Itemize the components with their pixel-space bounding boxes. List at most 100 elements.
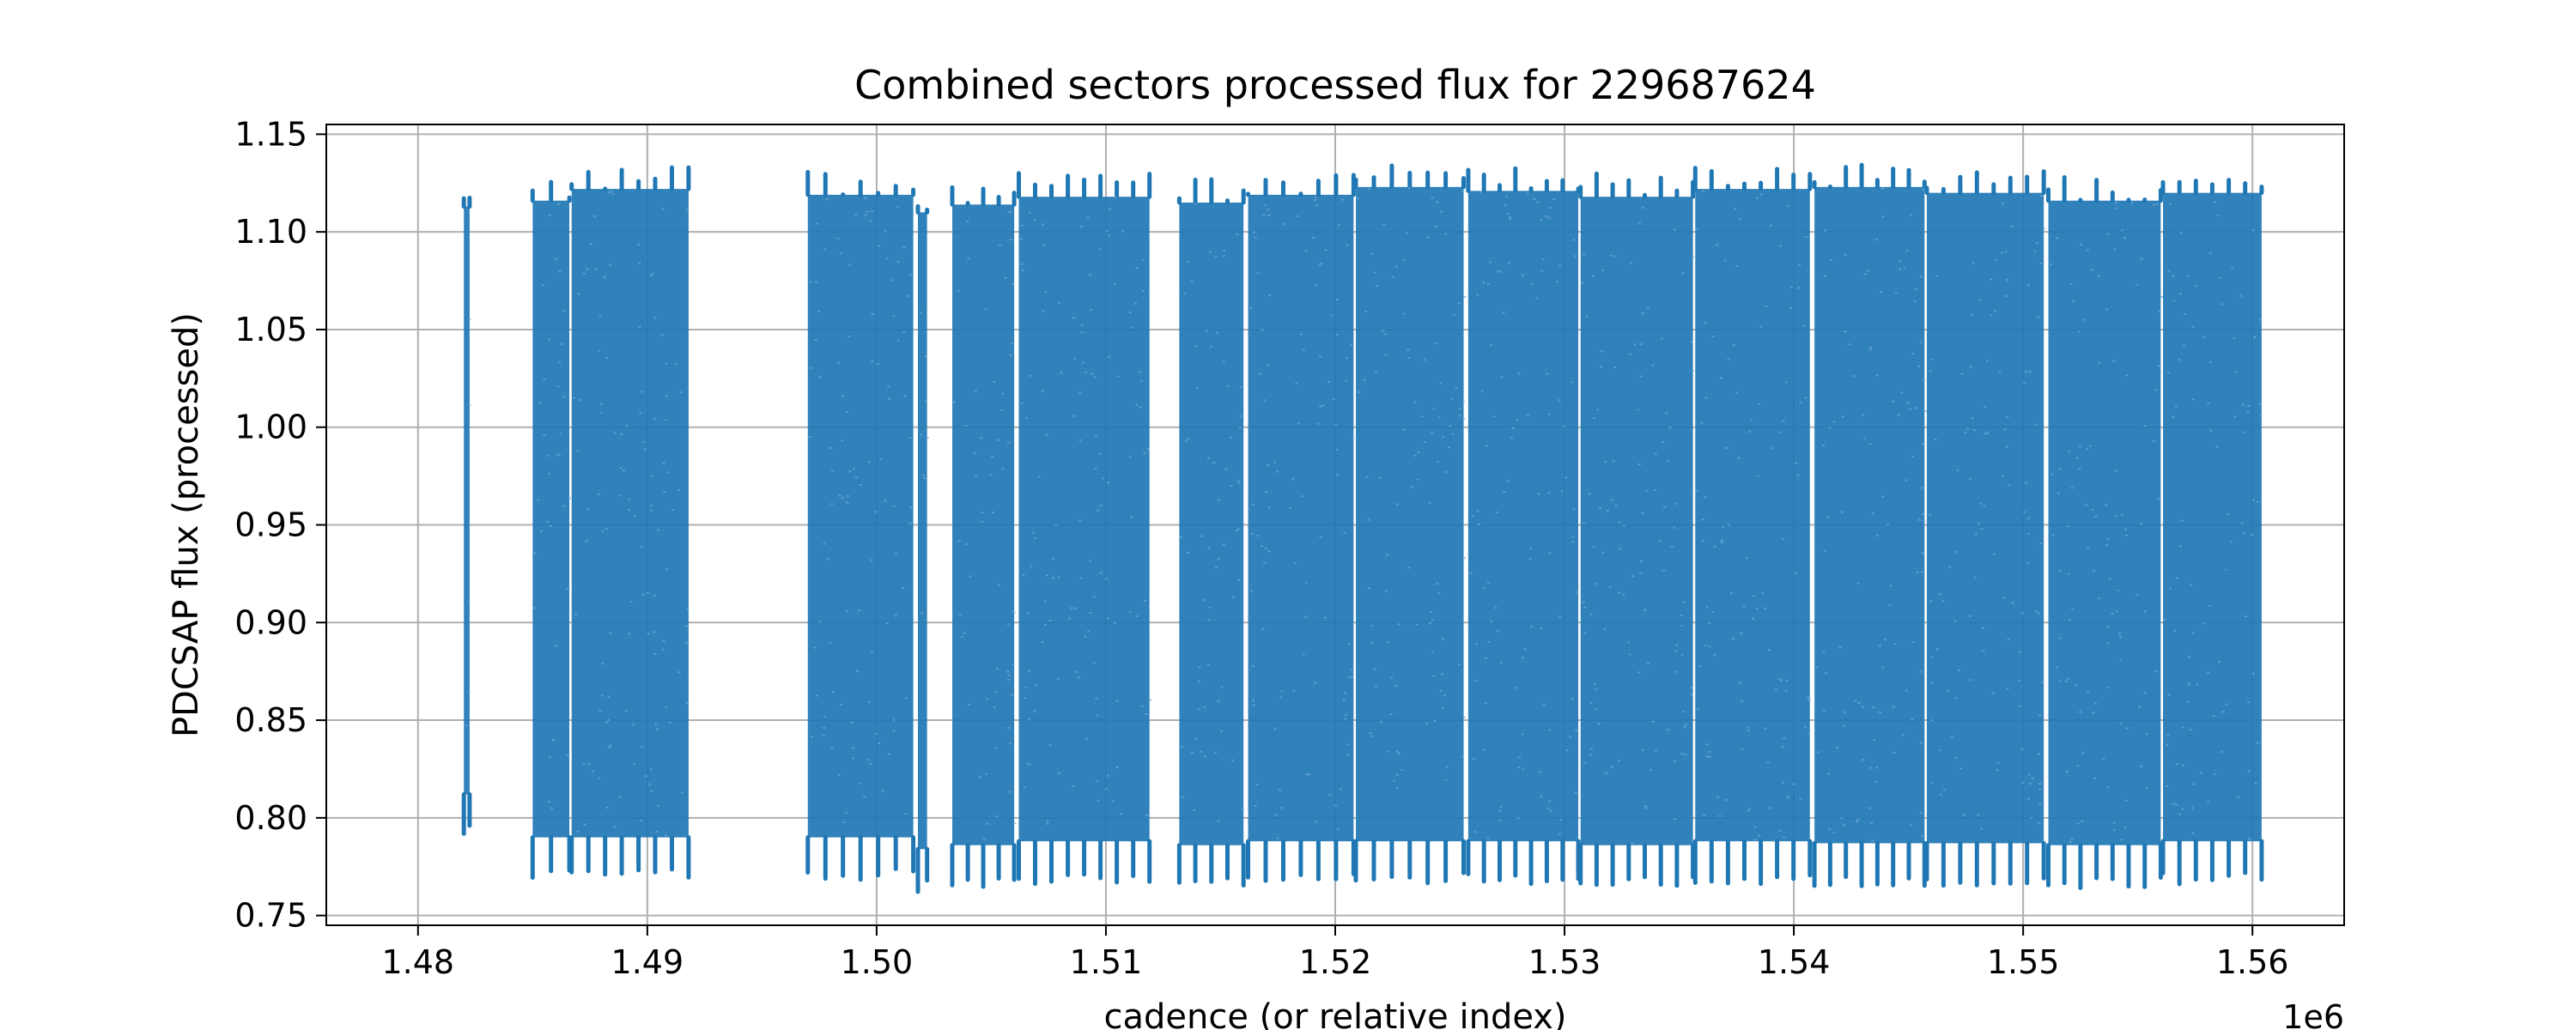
flux-band bbox=[1580, 197, 1693, 845]
x-tick-label: 1.54 bbox=[1758, 943, 1831, 981]
flux-texture bbox=[1356, 187, 1467, 789]
flux-maxima bbox=[1812, 162, 1927, 190]
flux-texture bbox=[1581, 207, 1695, 845]
y-axis-label: PDCSAP flux (processed) bbox=[167, 312, 206, 737]
y-tick-label: 0.85 bbox=[234, 701, 307, 739]
flux-maxima bbox=[1353, 163, 1466, 190]
y-tick-label: 0.75 bbox=[234, 897, 307, 935]
flux-maxima bbox=[1176, 177, 1246, 205]
flux-minima bbox=[2046, 843, 2163, 890]
flux-band bbox=[464, 206, 470, 795]
flux-maxima bbox=[530, 179, 572, 203]
flux-maxima bbox=[805, 170, 916, 197]
flux-texture bbox=[465, 318, 471, 727]
flux-band bbox=[2163, 192, 2262, 842]
sector-segment bbox=[950, 185, 1017, 889]
flux-minima bbox=[1692, 839, 1813, 887]
sector-segment bbox=[1353, 163, 1467, 886]
flux-minima bbox=[530, 835, 572, 880]
flux-band bbox=[807, 194, 914, 838]
flux-maxima bbox=[1246, 173, 1356, 197]
x-tick-label: 1.56 bbox=[2216, 943, 2289, 981]
flux-maxima bbox=[1924, 169, 2046, 196]
flux-maxima bbox=[950, 185, 1017, 207]
flux-maxima bbox=[2046, 175, 2163, 203]
flux-texture bbox=[1815, 188, 1927, 842]
x-tick-label: 1.53 bbox=[1528, 943, 1601, 981]
flux-maxima bbox=[461, 196, 472, 209]
x-tick-label: 1.48 bbox=[382, 943, 455, 981]
flux-texture bbox=[532, 203, 571, 809]
sector-segment bbox=[2046, 175, 2164, 890]
flux-texture bbox=[1929, 195, 2046, 830]
flux-maxima bbox=[569, 165, 691, 191]
flux-texture bbox=[1469, 191, 1578, 839]
sector-segment bbox=[915, 203, 930, 894]
flux-band bbox=[1467, 191, 1579, 842]
flux-band bbox=[532, 200, 570, 838]
flux-maxima bbox=[1578, 171, 1696, 199]
flux-minima bbox=[1812, 840, 1927, 888]
x-tick-label: 1.50 bbox=[841, 943, 914, 981]
flux-maxima bbox=[915, 203, 930, 215]
flux-texture bbox=[1695, 190, 1811, 842]
flux-texture bbox=[919, 312, 929, 615]
flux-minima bbox=[1017, 839, 1152, 887]
sector-segment bbox=[1466, 166, 1581, 887]
flux-texture bbox=[808, 197, 913, 824]
flux-band bbox=[1695, 189, 1810, 842]
sector-segment bbox=[569, 165, 691, 880]
flux-minima bbox=[950, 843, 1017, 889]
data-points bbox=[461, 162, 2264, 894]
flux-maxima bbox=[1466, 166, 1581, 193]
y-tick-label: 1.10 bbox=[234, 213, 307, 251]
flux-minima bbox=[1246, 839, 1356, 883]
sector-segment bbox=[1924, 169, 2046, 888]
flux-minima bbox=[915, 846, 930, 894]
y-tick-label: 1.00 bbox=[234, 409, 307, 446]
y-tick-label: 0.90 bbox=[234, 603, 307, 641]
flux-minima bbox=[461, 792, 472, 836]
flux-texture bbox=[2050, 202, 2164, 844]
flux-minima bbox=[1924, 840, 2046, 888]
sector-segment bbox=[461, 196, 472, 836]
sector-segment bbox=[1176, 177, 1246, 888]
y-tick-label: 0.95 bbox=[234, 506, 307, 544]
flux-texture bbox=[1249, 196, 1355, 839]
flux-maxima bbox=[1017, 171, 1152, 199]
sector-segment bbox=[1692, 166, 1813, 887]
flux-band bbox=[1356, 186, 1464, 842]
flux-band bbox=[1179, 203, 1244, 845]
flux-band bbox=[1248, 194, 1354, 842]
flux-minima bbox=[2160, 839, 2264, 887]
flux-band bbox=[1018, 197, 1150, 842]
y-tick-label: 1.05 bbox=[234, 311, 307, 348]
flux-maxima bbox=[1692, 166, 1813, 191]
flux-minima bbox=[1176, 843, 1246, 888]
flux-band bbox=[571, 189, 689, 838]
sector-segment bbox=[1246, 173, 1356, 883]
axis-ticks: 1.48 1.49 1.50 1.51 1.52 1.53 1.54 1.55 1.56 0.75… bbox=[234, 115, 2288, 981]
flux-minima bbox=[1466, 839, 1581, 887]
sector-segment bbox=[2160, 178, 2264, 887]
flux-texture bbox=[573, 191, 690, 837]
flux-band bbox=[917, 212, 927, 850]
flux-band bbox=[1814, 186, 1925, 844]
x-tick-label: 1.55 bbox=[1987, 943, 2060, 981]
y-tick-label: 1.15 bbox=[234, 115, 307, 153]
sector-segment bbox=[805, 170, 916, 882]
x-tick-label: 1.49 bbox=[611, 943, 684, 981]
flux-texture bbox=[952, 210, 1017, 840]
flux-maxima bbox=[2160, 178, 2264, 196]
flux-texture bbox=[1179, 203, 1244, 822]
flux-minima bbox=[1578, 843, 1696, 888]
flux-band bbox=[1926, 192, 2044, 844]
flux-texture bbox=[2163, 201, 2263, 840]
x-axis-label: cadence (or relative index) bbox=[1103, 997, 1566, 1030]
flux-band bbox=[2048, 200, 2161, 845]
flux-minima bbox=[569, 835, 691, 880]
flux-minima bbox=[805, 835, 916, 882]
x-tick-label: 1.51 bbox=[1070, 943, 1143, 981]
flux-texture bbox=[1020, 196, 1152, 825]
sector-segment bbox=[530, 179, 572, 880]
